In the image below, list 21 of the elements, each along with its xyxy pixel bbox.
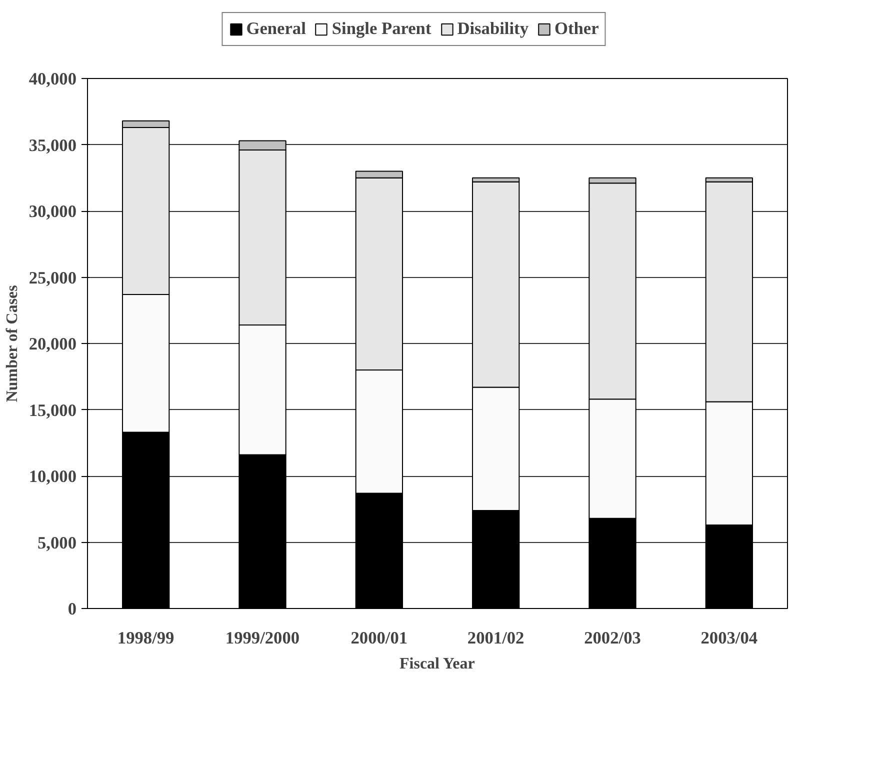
y-tick-label: 35,000 — [28, 136, 77, 155]
y-tick-label: 5,000 — [38, 533, 77, 552]
x-tick-label: 2000/01 — [350, 628, 408, 648]
legend-label: Other — [554, 19, 599, 39]
y-tick-label: 30,000 — [28, 202, 77, 221]
x-tick-label: 2003/04 — [700, 628, 758, 648]
y-tick-label: 15,000 — [28, 400, 77, 420]
legend-label: General — [246, 19, 306, 39]
y-tick-label: 0 — [68, 600, 77, 618]
legend-label: Single Parent — [332, 19, 432, 39]
y-tick-label: 20,000 — [28, 334, 77, 354]
x-tick-label: 1998/99 — [117, 628, 175, 648]
x-tick-label: 2002/03 — [584, 628, 642, 648]
legend-label: Disability — [457, 19, 528, 39]
y-tick-label: 25,000 — [28, 268, 77, 288]
x-tick-label: 2001/02 — [467, 628, 524, 648]
x-axis-title: Fiscal Year — [400, 656, 475, 672]
y-axis-title: Number of Cases — [4, 285, 21, 402]
y-tick-label: 40,000 — [28, 70, 77, 88]
x-tick-label: 1999/2000 — [225, 628, 300, 648]
y-tick-label: 10,000 — [28, 467, 77, 486]
